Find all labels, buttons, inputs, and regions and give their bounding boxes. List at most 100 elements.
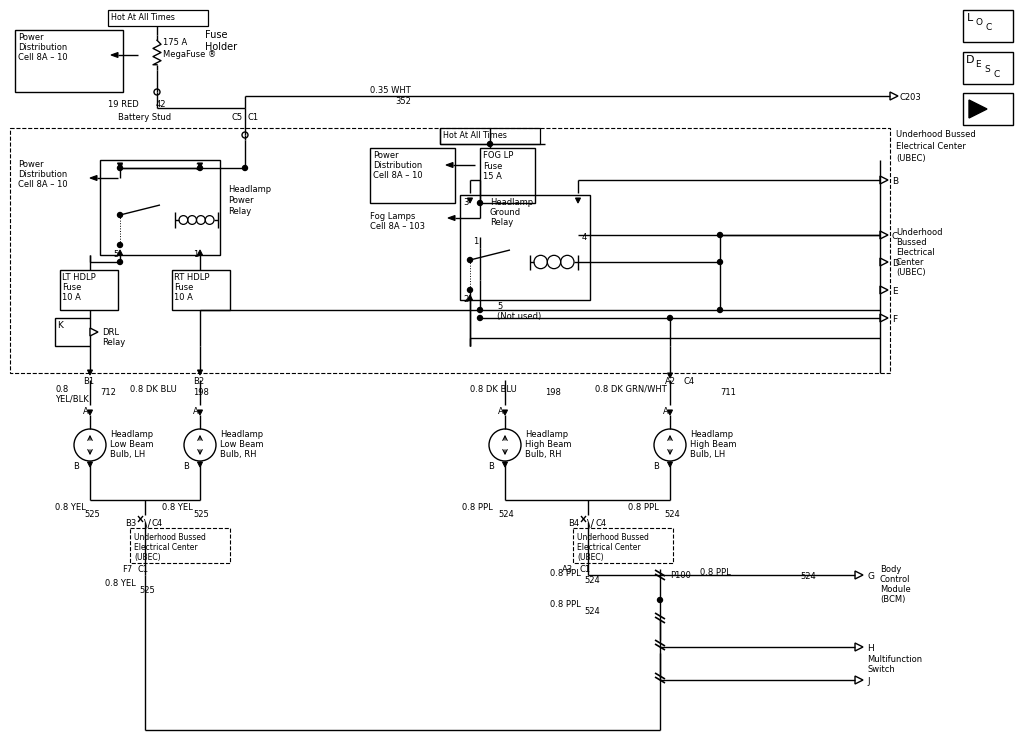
Text: B: B [183, 462, 188, 471]
Text: High Beam: High Beam [690, 440, 736, 449]
Bar [10, 128, 890, 373]
Polygon shape [468, 295, 472, 300]
Polygon shape [855, 676, 863, 684]
Text: (UBEC): (UBEC) [896, 154, 926, 163]
Text: S: S [984, 65, 990, 74]
Circle shape [718, 308, 723, 312]
Polygon shape [198, 462, 203, 467]
Polygon shape [855, 643, 863, 651]
Text: Low Beam: Low Beam [220, 440, 263, 449]
Polygon shape [668, 410, 673, 415]
Text: 175 A: 175 A [163, 38, 187, 47]
Text: B2: B2 [193, 377, 204, 386]
Text: Headlamp: Headlamp [110, 430, 154, 439]
Text: C1: C1 [138, 565, 150, 574]
Circle shape [718, 260, 723, 264]
Text: 0.8 PPL: 0.8 PPL [550, 569, 581, 578]
Polygon shape [890, 92, 898, 100]
Bar [130, 528, 230, 563]
Text: Headlamp: Headlamp [220, 430, 263, 439]
Text: D: D [892, 259, 899, 268]
Text: Power: Power [373, 151, 398, 160]
Text: J: J [867, 677, 869, 686]
Text: Control: Control [880, 575, 910, 584]
Text: High Beam: High Beam [525, 440, 571, 449]
Text: Bussed: Bussed [896, 238, 927, 247]
Polygon shape [880, 231, 888, 239]
Text: Center: Center [896, 258, 925, 267]
Text: 0.8 YEL: 0.8 YEL [162, 503, 193, 512]
Text: 0.8 YEL: 0.8 YEL [55, 503, 86, 512]
Polygon shape [503, 410, 508, 415]
Circle shape [657, 597, 663, 602]
Text: Fuse: Fuse [62, 283, 81, 292]
Text: Hot At All Times: Hot At All Times [443, 131, 507, 140]
Circle shape [718, 232, 723, 238]
Text: Cell 8A – 10: Cell 8A – 10 [373, 171, 423, 180]
Text: 524: 524 [584, 576, 600, 585]
Text: (UBEC): (UBEC) [134, 553, 161, 562]
Circle shape [118, 260, 123, 264]
Text: Headlamp: Headlamp [525, 430, 568, 439]
Text: B: B [73, 462, 79, 471]
Text: C203: C203 [900, 93, 922, 102]
Text: Distribution: Distribution [373, 161, 422, 170]
Text: Electrical: Electrical [896, 248, 935, 257]
Text: Electrical Center: Electrical Center [577, 543, 641, 552]
Circle shape [668, 315, 673, 320]
Text: Distribution: Distribution [18, 43, 68, 52]
Text: Module: Module [880, 585, 910, 594]
Bar [460, 195, 590, 300]
Text: 5: 5 [497, 302, 502, 311]
Bar [480, 148, 535, 203]
Text: H: H [867, 644, 873, 653]
Text: 15 A: 15 A [483, 172, 502, 181]
Circle shape [118, 243, 123, 247]
Text: Body: Body [880, 565, 901, 574]
Text: FOG LP: FOG LP [483, 151, 513, 160]
Bar [55, 318, 90, 346]
Text: Relay: Relay [102, 338, 125, 347]
Text: C4: C4 [683, 377, 694, 386]
Text: L: L [967, 13, 973, 23]
Text: 3: 3 [463, 198, 468, 207]
Polygon shape [468, 198, 472, 203]
Text: Distribution: Distribution [18, 170, 68, 179]
Circle shape [243, 166, 248, 170]
Text: C5: C5 [231, 113, 242, 122]
Polygon shape [668, 462, 673, 467]
Polygon shape [90, 175, 97, 181]
Text: C: C [986, 23, 992, 32]
Text: Fog Lamps: Fog Lamps [370, 212, 416, 221]
Text: RT HDLP: RT HDLP [174, 273, 210, 282]
Text: C1: C1 [579, 565, 590, 574]
Polygon shape [446, 163, 453, 167]
Bar [15, 30, 123, 92]
Text: B1: B1 [83, 377, 94, 386]
Text: B4: B4 [568, 519, 580, 528]
Text: Bulb, RH: Bulb, RH [525, 450, 561, 459]
Text: 1: 1 [473, 237, 478, 246]
Text: 352: 352 [395, 97, 411, 106]
Text: \/: \/ [587, 519, 594, 529]
Circle shape [242, 132, 248, 138]
Text: A: A [663, 407, 669, 416]
Text: Fuse: Fuse [174, 283, 194, 292]
Circle shape [198, 166, 203, 170]
Polygon shape [198, 163, 203, 168]
Text: Holder: Holder [205, 42, 238, 52]
Text: Power: Power [228, 196, 254, 205]
Text: 711: 711 [720, 388, 736, 397]
Circle shape [118, 166, 123, 170]
Text: Electrical Center: Electrical Center [896, 142, 966, 151]
Text: Power: Power [18, 160, 44, 169]
Text: Low Beam: Low Beam [110, 440, 154, 449]
Text: 198: 198 [545, 388, 561, 397]
Bar [963, 52, 1013, 84]
Text: F: F [892, 315, 897, 324]
Text: G: G [867, 572, 874, 581]
Text: 3: 3 [117, 163, 123, 172]
Text: F7: F7 [122, 565, 132, 574]
Text: 524: 524 [664, 510, 680, 519]
Bar [573, 528, 673, 563]
